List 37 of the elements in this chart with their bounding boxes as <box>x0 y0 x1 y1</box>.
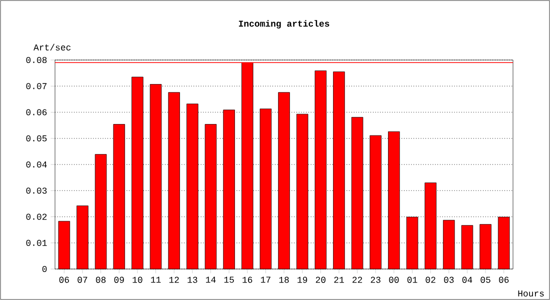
x-tick-label: 14 <box>206 276 216 283</box>
x-tick-label: 15 <box>224 276 234 283</box>
x-tick-label: 06 <box>499 276 509 283</box>
x-tick-label: 11 <box>151 276 161 283</box>
x-tick-label: 16 <box>242 276 252 283</box>
x-axis-title: Hours <box>518 290 544 297</box>
y-tick-label: 0.05 <box>26 135 47 142</box>
x-tick-label: 22 <box>352 276 362 283</box>
y-tick-label: 0.06 <box>26 109 47 116</box>
y-tick-label: 0.07 <box>26 83 47 90</box>
y-axis-title: Art/sec <box>34 44 71 50</box>
x-tick-label: 01 <box>407 276 418 283</box>
y-tick-label: 0.02 <box>26 214 47 220</box>
x-tick-label: 06 <box>59 276 69 283</box>
x-tick-label: 10 <box>132 276 142 283</box>
x-tick-label: 12 <box>169 276 179 283</box>
y-tick-label: 0.03 <box>26 188 47 194</box>
x-tick-label: 09 <box>114 276 124 283</box>
x-tick-label: 07 <box>78 276 88 283</box>
x-tick-label: 17 <box>260 276 270 283</box>
y-tick-label: 0.01 <box>26 240 47 246</box>
y-tick-label: 0 <box>42 266 47 272</box>
y-tick-label: 0.08 <box>26 56 47 64</box>
x-tick-label: 04 <box>462 276 472 283</box>
x-tick-label: 00 <box>389 276 399 283</box>
x-tick-label: 03 <box>444 276 454 283</box>
y-tick-label: 0.04 <box>26 161 47 168</box>
x-tick-label: 18 <box>279 276 289 283</box>
x-tick-label: 02 <box>426 276 436 283</box>
x-tick-label: 19 <box>298 276 308 283</box>
x-tick-label: 13 <box>188 276 198 283</box>
x-tick-label: 21 <box>334 276 344 283</box>
x-tick-label: 08 <box>96 276 106 283</box>
x-tick-label: 23 <box>370 276 380 283</box>
x-tick-label: 05 <box>480 276 490 283</box>
chart-title: Incoming articles <box>238 20 330 29</box>
x-tick-label: 20 <box>316 276 326 283</box>
